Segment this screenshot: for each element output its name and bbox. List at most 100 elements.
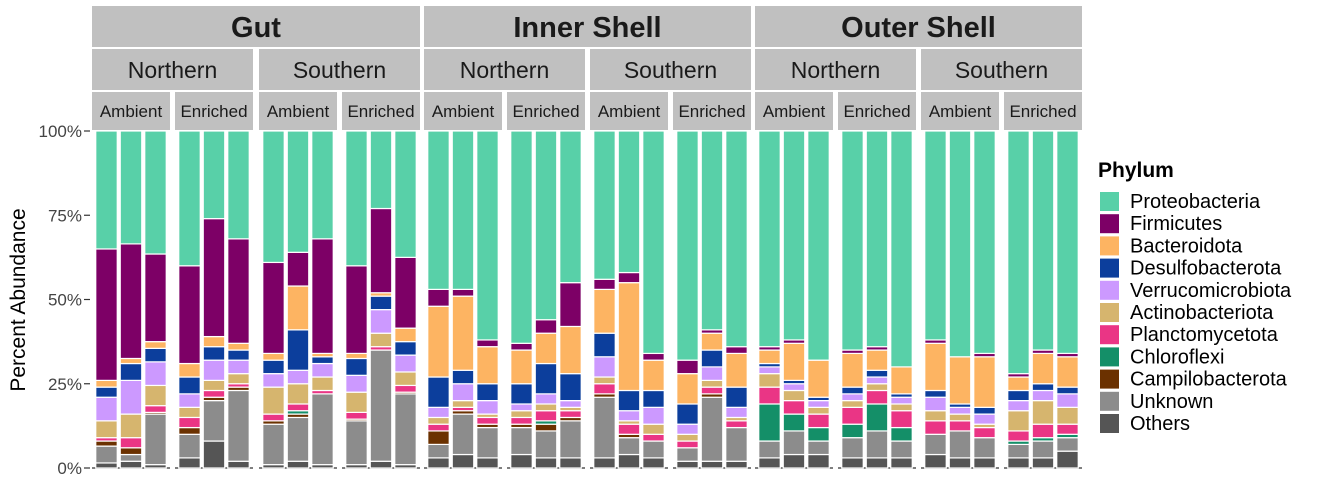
bar-segment-others	[451, 453, 475, 469]
bar-segment-others	[534, 457, 558, 469]
bar-segment-proteobacteria	[758, 130, 781, 348]
bar-segment-desulfobacterota	[451, 369, 475, 385]
bar-segment-actinobacteriota	[534, 403, 558, 412]
bar-segment-desulfobacterota	[865, 369, 889, 378]
legend-title: Phylum	[1098, 159, 1174, 182]
bar-segment-chloroflexi	[807, 426, 830, 442]
treatment-strip-bg	[342, 92, 420, 130]
bar-segment-firmicutes	[510, 342, 533, 351]
bar-segment-others	[758, 457, 781, 469]
bar-segment-unknown	[227, 389, 250, 462]
bar-segment-bacteroidota	[1007, 376, 1030, 392]
bar-segment-desulfobacterota	[676, 403, 699, 425]
stacked-bar	[890, 130, 913, 469]
bar-segment-planctomycetota	[782, 400, 806, 415]
site-strip: Southern	[921, 49, 1082, 90]
site-strip-bg	[921, 49, 1082, 90]
bar-segment-planctomycetota	[1031, 423, 1055, 439]
bar-segment-actinobacteriota	[890, 403, 913, 412]
bar-segment-desulfobacterota	[427, 376, 450, 408]
bar-segment-unknown	[144, 413, 167, 466]
legend-swatch	[1100, 236, 1119, 256]
bar-segment-verrucomicrobiota	[227, 359, 250, 375]
bar-segment-actinobacteriota	[782, 389, 806, 402]
bar-segment-planctomycetota	[973, 426, 996, 439]
bar-segment-others	[95, 462, 118, 469]
bar-segment-bacteroidota	[865, 349, 889, 371]
bar-segment-desulfobacterota	[559, 373, 582, 402]
bar-segment-firmicutes	[725, 346, 748, 355]
bar-segment-unknown	[178, 433, 201, 459]
bar-segment-unknown	[427, 443, 450, 459]
bar-segment-planctomycetota	[841, 406, 864, 425]
bar-segment-campilobacterota	[427, 430, 450, 446]
bar-segment-verrucomicrobiota	[178, 393, 201, 408]
bar-segment-firmicutes	[227, 238, 250, 344]
bar-segment-bacteroidota	[95, 379, 118, 388]
bar-segment-proteobacteria	[559, 130, 582, 284]
legend-swatch	[1100, 280, 1119, 300]
legend-swatch	[1100, 258, 1119, 278]
legend-label: Proteobacteria	[1130, 191, 1261, 213]
treatment-strip-bg	[838, 92, 916, 130]
bar-segment-desulfobacterota	[841, 386, 864, 395]
bar-segment-desulfobacterota	[144, 347, 167, 363]
bar-segment-actinobacteriota	[427, 416, 450, 425]
bar-segment-bacteroidota	[782, 342, 806, 381]
bar-segment-campilobacterota	[178, 426, 201, 435]
bar-segment-proteobacteria	[394, 130, 417, 258]
legend-label: Planctomycetota	[1130, 324, 1279, 346]
stacked-bar	[841, 130, 864, 469]
tissue-strip-bg	[92, 6, 420, 47]
stacked-bar	[95, 130, 118, 469]
bar-segment-unknown	[559, 420, 582, 459]
bar-segment-planctomycetota	[700, 386, 724, 395]
bar-segment-desulfobacterota	[95, 386, 118, 398]
bar-segment-verrucomicrobiota	[202, 359, 226, 381]
stacked-bar	[119, 130, 143, 469]
stacked-bar	[451, 130, 475, 469]
bar-segment-unknown	[725, 426, 748, 462]
facet-strips: Gut Inner Shell Outer Shell Northern Souther…	[92, 6, 1082, 130]
bar-segment-others	[593, 457, 616, 469]
bar-segment-firmicutes	[593, 278, 616, 290]
bar-segment-chloroflexi	[841, 423, 864, 439]
bar-segment-verrucomicrobiota	[262, 373, 285, 388]
bar-segment-desulfobacterota	[119, 362, 143, 381]
bar-segment-unknown	[311, 393, 334, 466]
bar-segment-actinobacteriota	[758, 373, 781, 388]
bar-segment-actinobacteriota	[202, 379, 226, 392]
bar-segment-actinobacteriota	[394, 371, 417, 387]
bar-segment-firmicutes	[451, 288, 475, 297]
bar-segment-planctomycetota	[559, 410, 582, 419]
bar-segment-firmicutes	[345, 265, 368, 355]
bar-segment-bacteroidota	[1031, 352, 1055, 385]
bar-segment-others	[841, 457, 864, 469]
bar-segment-proteobacteria	[1007, 130, 1030, 375]
treatment-strip-bg	[921, 92, 999, 130]
bar-segment-planctomycetota	[202, 389, 226, 398]
bar-segment-others	[642, 457, 665, 469]
bar-segment-planctomycetota	[1056, 423, 1079, 435]
bar-segment-others	[202, 440, 226, 469]
treatment-strip: Ambient	[92, 92, 170, 130]
tissue-strip: Outer Shell	[755, 6, 1082, 47]
stacked-bar	[617, 130, 641, 469]
bar-segment-proteobacteria	[807, 130, 830, 361]
bar-segment-unknown	[973, 437, 996, 459]
bar-segment-unknown	[700, 396, 724, 462]
site-strip-bg	[259, 49, 420, 90]
stacked-bar	[311, 130, 334, 469]
bar-segment-desulfobacterota	[510, 383, 533, 405]
tissue-strip-label: Outer Shell	[841, 12, 996, 44]
stacked-bar	[345, 130, 368, 469]
bar-segment-firmicutes	[427, 288, 450, 307]
bar-segment-verrucomicrobiota	[144, 361, 167, 387]
bar-segment-others	[725, 460, 748, 469]
y-axis: 0% 25% 50% 75% 100%	[39, 122, 90, 478]
bar-segment-bacteroidota	[451, 295, 475, 371]
bar-segment-actinobacteriota	[1007, 410, 1030, 432]
bar-segment-firmicutes	[178, 265, 201, 365]
bar-segment-bacteroidota	[427, 305, 450, 378]
bar-segment-unknown	[676, 447, 699, 462]
